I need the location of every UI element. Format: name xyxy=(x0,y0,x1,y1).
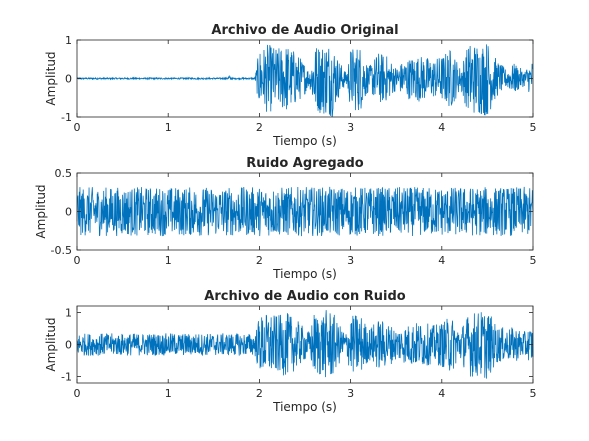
y-tick-label: 0.5 xyxy=(55,167,73,180)
y-axis-label: Amplitud xyxy=(44,51,58,105)
y-tick-label: -0.5 xyxy=(51,244,72,257)
x-tick-label: 4 xyxy=(438,121,445,134)
x-axis-label: Tiempo (s) xyxy=(272,134,337,148)
x-axis-label: Tiempo (s) xyxy=(272,400,337,414)
y-tick-label: 0 xyxy=(65,73,72,86)
x-tick-label: 0 xyxy=(74,254,81,267)
y-axis-label: Amplitud xyxy=(44,317,58,371)
x-tick-label: 5 xyxy=(530,254,537,267)
y-tick-label: -1 xyxy=(61,371,72,384)
x-axis-label: Tiempo (s) xyxy=(272,267,337,281)
subplot-title: Archivo de Audio Original xyxy=(211,23,398,38)
x-tick-label: 1 xyxy=(165,121,172,134)
x-tick-label: 2 xyxy=(256,254,263,267)
x-tick-label: 1 xyxy=(165,254,172,267)
y-tick-label: 1 xyxy=(65,34,72,47)
x-tick-label: 0 xyxy=(74,387,81,400)
y-tick-label: 0 xyxy=(65,339,72,352)
y-tick-label: -1 xyxy=(61,111,72,124)
waveform-series xyxy=(76,44,534,118)
y-tick-label: 1 xyxy=(65,306,72,319)
x-tick-label: 4 xyxy=(438,254,445,267)
x-tick-label: 5 xyxy=(530,121,537,134)
waveform-series xyxy=(76,310,534,379)
x-tick-label: 2 xyxy=(256,387,263,400)
subplot-title: Archivo de Audio con Ruido xyxy=(204,289,405,304)
x-tick-label: 2 xyxy=(256,121,263,134)
x-tick-label: 4 xyxy=(438,387,445,400)
subplot-title: Ruido Agregado xyxy=(246,156,363,171)
x-tick-label: 3 xyxy=(347,121,354,134)
y-tick-label: 0 xyxy=(65,206,72,219)
x-tick-label: 3 xyxy=(347,387,354,400)
x-tick-label: 3 xyxy=(347,254,354,267)
x-tick-label: 1 xyxy=(165,387,172,400)
x-tick-label: 0 xyxy=(74,121,81,134)
waveform-series xyxy=(76,186,534,237)
x-tick-label: 5 xyxy=(530,387,537,400)
y-axis-label: Amplitud xyxy=(34,184,48,238)
